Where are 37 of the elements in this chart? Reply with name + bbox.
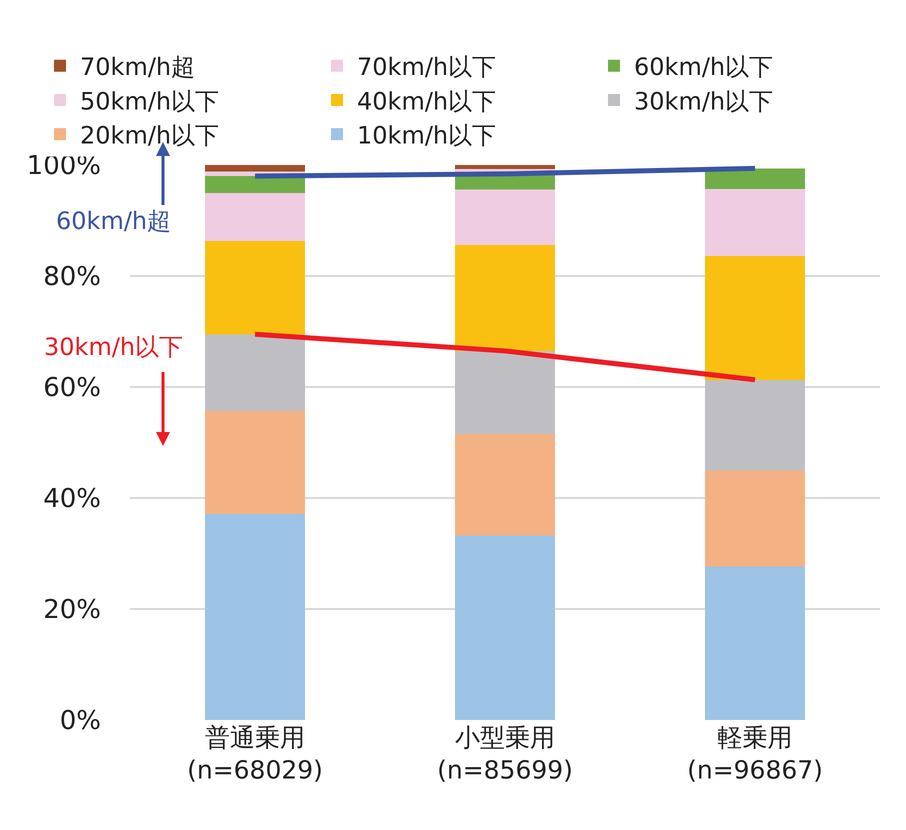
legend-label: 10km/h以下 [357,122,496,150]
bar [705,380,805,470]
annotation: 60km/h超 [56,207,172,235]
bar [455,165,555,169]
bar [455,434,555,536]
bar [205,514,305,720]
bar [455,536,555,720]
bar [455,189,555,245]
legend-label: 70km/h超 [80,53,196,82]
legend-label: 40km/h以下 [357,87,496,116]
bar [455,244,555,351]
legend-label: 20km/h以下 [80,122,220,150]
legend-label: 30km/h以下 [634,87,774,116]
y-tick-label: 40% [43,484,101,514]
bar [205,410,305,514]
x-tick-label: 軽乗用 (n=96867) [687,723,823,784]
y-tick-label: 0% [60,706,101,736]
x-tick-label: 小型乗用 (n=85699) [437,723,573,784]
bar [705,566,805,720]
bar [705,256,805,380]
x-tick-label: 普通乗用 (n=68029) [187,723,323,784]
annotation: 30km/h以下 [44,333,184,361]
bar [205,241,305,334]
bar [455,350,555,434]
bar [205,334,305,411]
legend-label: 70km/h以下 [357,53,496,82]
bar [705,168,805,189]
bar [205,176,305,193]
y-tick-label: 60% [43,373,101,404]
bar [705,470,805,566]
y-tick-label: 80% [43,262,101,292]
y-tick-label: 20% [43,595,101,626]
legend-label: 50km/h以下 [80,87,220,116]
bar [705,188,805,256]
bar [205,165,305,172]
bar [205,192,305,242]
legend-label: 60km/h以下 [634,53,774,82]
